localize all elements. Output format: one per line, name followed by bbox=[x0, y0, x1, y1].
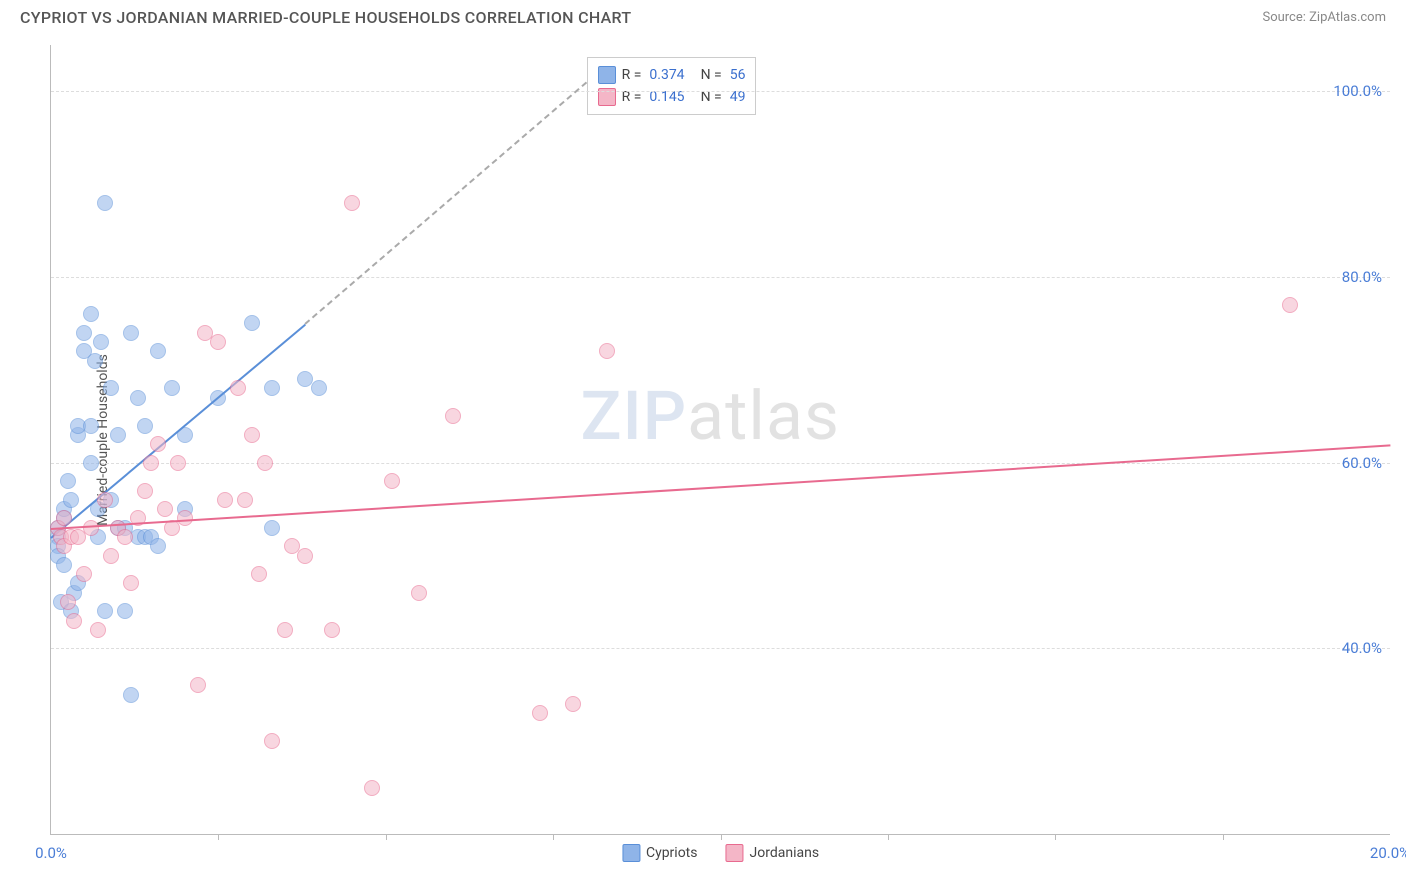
gridline-h bbox=[51, 277, 1390, 278]
data-point bbox=[76, 566, 92, 582]
data-point bbox=[364, 780, 380, 796]
data-point bbox=[87, 353, 103, 369]
data-point bbox=[411, 585, 427, 601]
x-tick-mark bbox=[721, 834, 722, 840]
y-tick-label: 40.0% bbox=[1342, 639, 1382, 657]
data-point bbox=[60, 594, 76, 610]
x-tick-mark bbox=[888, 834, 889, 840]
data-point bbox=[63, 492, 79, 508]
data-point bbox=[599, 343, 615, 359]
legend-item: Jordanians bbox=[726, 844, 820, 862]
scatter-chart: Married-couple Households ZIPatlas R =0.… bbox=[50, 45, 1390, 835]
x-tick-mark bbox=[218, 834, 219, 840]
data-point bbox=[190, 677, 206, 693]
data-point bbox=[384, 473, 400, 489]
chart-title: CYPRIOT VS JORDANIAN MARRIED-COUPLE HOUS… bbox=[20, 8, 631, 27]
stats-legend-row: R = 0.374 N = 56 bbox=[598, 64, 746, 86]
data-point bbox=[170, 455, 186, 471]
legend-swatch bbox=[598, 66, 616, 84]
stat-n-value: 56 bbox=[730, 67, 746, 83]
source-label: Source: ZipAtlas.com bbox=[1262, 10, 1386, 25]
data-point bbox=[56, 510, 72, 526]
data-point bbox=[60, 473, 76, 489]
data-point bbox=[117, 603, 133, 619]
legend-label: Jordanians bbox=[750, 845, 820, 861]
stats-legend-box: R = 0.374 N = 56 R =0.145N =49 bbox=[587, 57, 757, 115]
data-point bbox=[324, 622, 340, 638]
stats-legend-row: R =0.145N =49 bbox=[598, 86, 746, 108]
data-point bbox=[150, 538, 166, 554]
stat-r-value: 0.374 bbox=[649, 67, 684, 83]
y-tick-label: 80.0% bbox=[1342, 268, 1382, 286]
data-point bbox=[150, 343, 166, 359]
data-point bbox=[257, 455, 273, 471]
data-point bbox=[117, 529, 133, 545]
data-point bbox=[230, 380, 246, 396]
data-point bbox=[66, 613, 82, 629]
data-point bbox=[164, 380, 180, 396]
data-point bbox=[123, 687, 139, 703]
gridline-h bbox=[51, 648, 1390, 649]
legend-swatch bbox=[622, 844, 640, 862]
data-point bbox=[297, 548, 313, 564]
data-point bbox=[210, 334, 226, 350]
data-point bbox=[97, 492, 113, 508]
data-point bbox=[137, 483, 153, 499]
data-point bbox=[264, 520, 280, 536]
y-tick-label: 100.0% bbox=[1333, 82, 1382, 100]
legend-item: Cypriots bbox=[622, 844, 698, 862]
data-point bbox=[83, 455, 99, 471]
data-point bbox=[277, 622, 293, 638]
x-tick-mark bbox=[386, 834, 387, 840]
gridline-h bbox=[51, 91, 1390, 92]
data-point bbox=[83, 306, 99, 322]
watermark: ZIPatlas bbox=[581, 376, 841, 456]
stat-r-label: R = bbox=[622, 67, 642, 83]
data-point bbox=[1282, 297, 1298, 313]
data-point bbox=[244, 315, 260, 331]
gridline-h bbox=[51, 463, 1390, 464]
data-point bbox=[90, 622, 106, 638]
series-legend: Cypriots Jordanians bbox=[622, 844, 819, 862]
data-point bbox=[237, 492, 253, 508]
x-tick-label: 20.0% bbox=[1370, 844, 1406, 862]
data-point bbox=[150, 436, 166, 452]
data-point bbox=[103, 380, 119, 396]
watermark-atlas: atlas bbox=[687, 376, 840, 456]
data-point bbox=[143, 455, 159, 471]
data-point bbox=[217, 492, 233, 508]
stat-n-label: N = bbox=[701, 67, 722, 83]
legend-swatch bbox=[726, 844, 744, 862]
data-point bbox=[110, 427, 126, 443]
watermark-zip: ZIP bbox=[581, 376, 688, 456]
data-point bbox=[76, 325, 92, 341]
data-point bbox=[56, 557, 72, 573]
data-point bbox=[311, 380, 327, 396]
data-point bbox=[264, 733, 280, 749]
data-point bbox=[251, 566, 267, 582]
data-point bbox=[137, 418, 153, 434]
legend-label: Cypriots bbox=[646, 845, 698, 861]
data-point bbox=[344, 195, 360, 211]
data-point bbox=[97, 603, 113, 619]
x-tick-mark bbox=[553, 834, 554, 840]
trend-line bbox=[51, 444, 1390, 530]
data-point bbox=[123, 575, 139, 591]
data-point bbox=[157, 501, 173, 517]
data-point bbox=[532, 705, 548, 721]
data-point bbox=[93, 334, 109, 350]
data-point bbox=[130, 390, 146, 406]
x-tick-mark bbox=[1055, 834, 1056, 840]
data-point bbox=[445, 408, 461, 424]
data-point bbox=[565, 696, 581, 712]
data-point bbox=[123, 325, 139, 341]
x-tick-label: 0.0% bbox=[35, 844, 67, 862]
y-tick-label: 60.0% bbox=[1342, 454, 1382, 472]
x-tick-mark bbox=[1223, 834, 1224, 840]
data-point bbox=[97, 195, 113, 211]
data-point bbox=[83, 418, 99, 434]
data-point bbox=[244, 427, 260, 443]
data-point bbox=[264, 380, 280, 396]
data-point bbox=[103, 548, 119, 564]
